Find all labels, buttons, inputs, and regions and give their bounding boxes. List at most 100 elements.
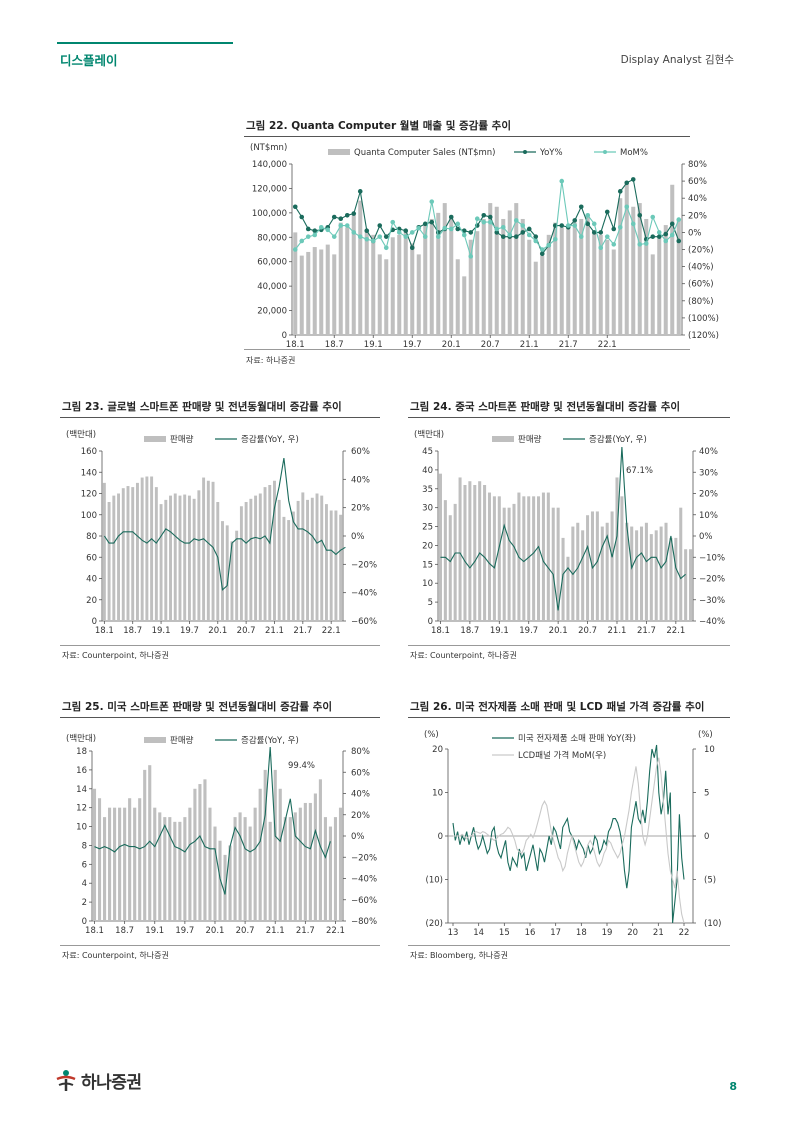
data-point: [351, 211, 357, 216]
y-tick-label: 40,000: [257, 282, 287, 292]
data-point: [370, 238, 376, 244]
y2-tick-label: 10: [704, 745, 715, 755]
bar: [631, 206, 636, 335]
data-point: [357, 234, 363, 239]
bar: [527, 496, 531, 621]
y-tick-label: 40: [422, 466, 433, 476]
x-tick-label: 19.1: [152, 626, 171, 636]
y-tick-label: 30: [422, 504, 433, 514]
data-point: [533, 238, 539, 244]
data-point: [637, 242, 643, 247]
figure-25-source: 자료: Counterpoint, 하나증권: [62, 951, 169, 960]
bar: [610, 511, 614, 621]
data-point: [676, 238, 682, 244]
bar: [566, 225, 571, 335]
bar: [334, 510, 338, 621]
data-point: [305, 226, 311, 232]
peak-annotation: 67.1%: [626, 466, 653, 476]
x-tick-label: 19.7: [519, 626, 538, 636]
y-axis-unit-label: (백만대): [66, 733, 96, 744]
bar: [138, 798, 142, 921]
bar: [443, 500, 447, 621]
bar: [436, 212, 441, 335]
y-tick-label: (20): [426, 919, 443, 929]
bar: [273, 480, 276, 621]
bar: [254, 495, 258, 621]
x-tick-label: 20.1: [549, 626, 568, 636]
data-point: [377, 223, 383, 228]
x-tick-label: 15: [499, 928, 510, 938]
bar: [455, 259, 460, 335]
bar: [358, 200, 363, 335]
bar: [235, 530, 239, 621]
bar: [113, 807, 117, 921]
legend-label: Quanta Computer Sales (NT$mn): [354, 148, 495, 158]
data-point: [468, 230, 474, 235]
x-tick-label: 13: [448, 928, 459, 938]
y2-tick-label: (10): [704, 919, 721, 929]
bar: [462, 276, 467, 335]
bar: [163, 817, 167, 921]
bar: [338, 807, 343, 921]
bar: [258, 493, 262, 621]
bar: [620, 496, 624, 621]
data-point: [305, 234, 311, 239]
analyst-name: Display Analyst 김현수: [620, 54, 734, 66]
legend-label: 미국 전자제품 소매 판매 YoY(좌): [518, 733, 636, 744]
bar: [312, 247, 317, 335]
data-point: [559, 223, 565, 228]
bar: [197, 490, 201, 621]
x-tick-label: 21.1: [520, 340, 539, 350]
x-tick-label: 19.1: [364, 340, 383, 350]
bar: [117, 493, 121, 621]
data-point: [455, 221, 461, 227]
bar: [553, 222, 558, 335]
section-title: 디스플레이: [60, 53, 118, 68]
bar: [131, 487, 135, 621]
data-point: [669, 232, 675, 238]
data-point: [455, 226, 461, 232]
bar: [248, 826, 252, 921]
data-point: [656, 234, 662, 239]
bar: [148, 765, 152, 921]
data-point: [572, 218, 578, 223]
y2-tick-label: 20%: [351, 504, 370, 514]
x-tick-label: 18: [576, 928, 587, 938]
bar: [449, 215, 454, 335]
bar: [442, 203, 447, 335]
data-point: [312, 232, 318, 238]
data-point: [611, 242, 617, 247]
x-tick-label: 20.1: [208, 626, 227, 636]
legend-label: LCD패널 가격 MoM(우): [518, 750, 606, 761]
bar: [126, 486, 130, 621]
x-tick-label: 19.7: [180, 626, 199, 636]
data-point: [533, 234, 539, 239]
bar: [520, 218, 525, 335]
bar: [143, 769, 147, 921]
x-tick-label: 20.1: [206, 926, 225, 936]
bar: [230, 541, 234, 621]
bar: [118, 807, 122, 921]
data-point: [604, 234, 610, 239]
y2-tick-label: 40%: [699, 447, 718, 457]
y2-tick-label: 60%: [351, 768, 370, 778]
data-point: [611, 226, 617, 232]
series-line-1: [294, 178, 680, 255]
data-point: [481, 213, 487, 218]
bar: [650, 254, 655, 335]
y2-tick-label: 20%: [688, 211, 707, 221]
y-tick-label: 4: [82, 879, 87, 889]
y2-tick-label: (80%): [688, 297, 714, 307]
data-point: [409, 245, 415, 251]
figure-24-chart: (백만대) 0 5 10 15 20 25 30 35 40 45 −40% −30% −20% −10% 0…: [414, 429, 725, 636]
y2-tick-label: 30%: [699, 468, 718, 478]
data-point: [559, 178, 565, 184]
bar: [533, 261, 538, 335]
series-line-1: [440, 446, 686, 611]
bar: [249, 498, 253, 621]
bar: [243, 817, 247, 921]
series-line-2: [453, 757, 685, 924]
data-point: [656, 230, 662, 235]
y2-tick-label: 20%: [351, 811, 370, 821]
data-point: [578, 204, 584, 210]
